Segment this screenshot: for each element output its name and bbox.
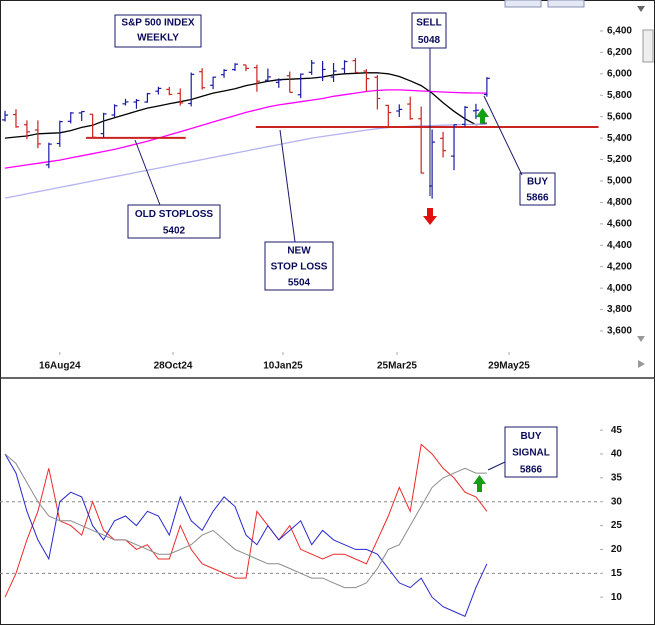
moving-average: [4, 89, 487, 169]
y-tick-label: 40: [611, 449, 623, 460]
y-tick-label: 4,000: [607, 283, 632, 294]
y-tick-label: 4,400: [607, 240, 632, 251]
annotation-pointer: [483, 95, 523, 176]
indicator-line: [4, 453, 487, 589]
x-tick-label: 10Jan25: [263, 361, 303, 372]
chart-subtitle: WEEKLY: [137, 33, 179, 44]
y-tick-label: 35: [611, 472, 623, 483]
y-tick-label: 3,800: [607, 304, 632, 315]
annotation-text: 5402: [163, 225, 186, 236]
x-tick-label: 25Mar25: [377, 361, 417, 372]
moving-average: [4, 72, 487, 139]
annotation-text: OLD STOPLOSS: [135, 209, 213, 220]
y-tick-label: 3,600: [607, 326, 632, 337]
y-tick-label: 6,400: [607, 26, 632, 37]
annotation-text: 5504: [288, 278, 311, 289]
y-tick-label: 5,400: [607, 133, 632, 144]
y-tick-label: 5,800: [607, 90, 632, 101]
y-tick-label: 6,200: [607, 47, 632, 58]
annotation-text: NEW: [287, 246, 311, 257]
annotation-pointer: [279, 129, 296, 243]
scroll-arrow[interactable]: [638, 360, 645, 368]
y-tick-label: 6,000: [607, 68, 632, 79]
toolbar: [504, 0, 654, 368]
annotation-pointer: [134, 139, 161, 206]
annotation-box: [504, 426, 558, 478]
toolbar-button[interactable]: [547, 0, 585, 8]
sell-arrow: [423, 208, 437, 225]
indicator-line: [4, 443, 488, 598]
scroll-arrow[interactable]: [637, 6, 645, 12]
annotation-box: [127, 204, 221, 239]
y-tick-label: 5,600: [607, 111, 632, 122]
x-tick-label: 28Oct24: [154, 361, 193, 372]
y-tick-label: 4,600: [607, 218, 632, 229]
y-tick-label: 15: [611, 568, 623, 579]
chart-title: S&P 500 INDEX: [121, 18, 195, 29]
annotation-text: BUY: [527, 177, 548, 188]
annotation-text: STOP LOSS: [271, 262, 328, 273]
y-tick-label: 5,000: [607, 176, 632, 187]
y-tick-label: 45: [611, 425, 623, 436]
annotation-box: [519, 172, 556, 206]
annotation-text: SELL: [416, 17, 442, 28]
annotation-text: BUY: [520, 431, 541, 442]
x-tick-label: 16Aug24: [39, 361, 81, 372]
indicator-line: [4, 453, 488, 617]
annotation-box: [411, 12, 447, 49]
y-tick-label: 30: [611, 496, 623, 507]
y-tick-label: 4,200: [607, 261, 632, 272]
annotation-box: [264, 241, 334, 291]
title-box: [114, 14, 202, 48]
annotation-text: 5048: [418, 35, 441, 46]
buy-arrow: [473, 475, 486, 492]
y-tick-label: 25: [611, 520, 623, 531]
y-tick-label: 20: [611, 544, 623, 555]
scroll-thumb[interactable]: [642, 29, 654, 63]
y-tick-label: 5,200: [607, 154, 632, 165]
toolbar-button[interactable]: [504, 0, 542, 8]
y-tick-label: 10: [611, 592, 623, 603]
annotation-text: SIGNAL: [512, 448, 550, 459]
buy-arrow: [476, 108, 489, 125]
x-tick-label: 29May25: [488, 361, 530, 372]
annotation-text: 5866: [520, 464, 543, 475]
annotation-text: 5866: [526, 193, 549, 204]
y-tick-label: 4,800: [607, 197, 632, 208]
annotation-pointer: [487, 461, 506, 471]
scroll-arrow[interactable]: [637, 336, 645, 342]
